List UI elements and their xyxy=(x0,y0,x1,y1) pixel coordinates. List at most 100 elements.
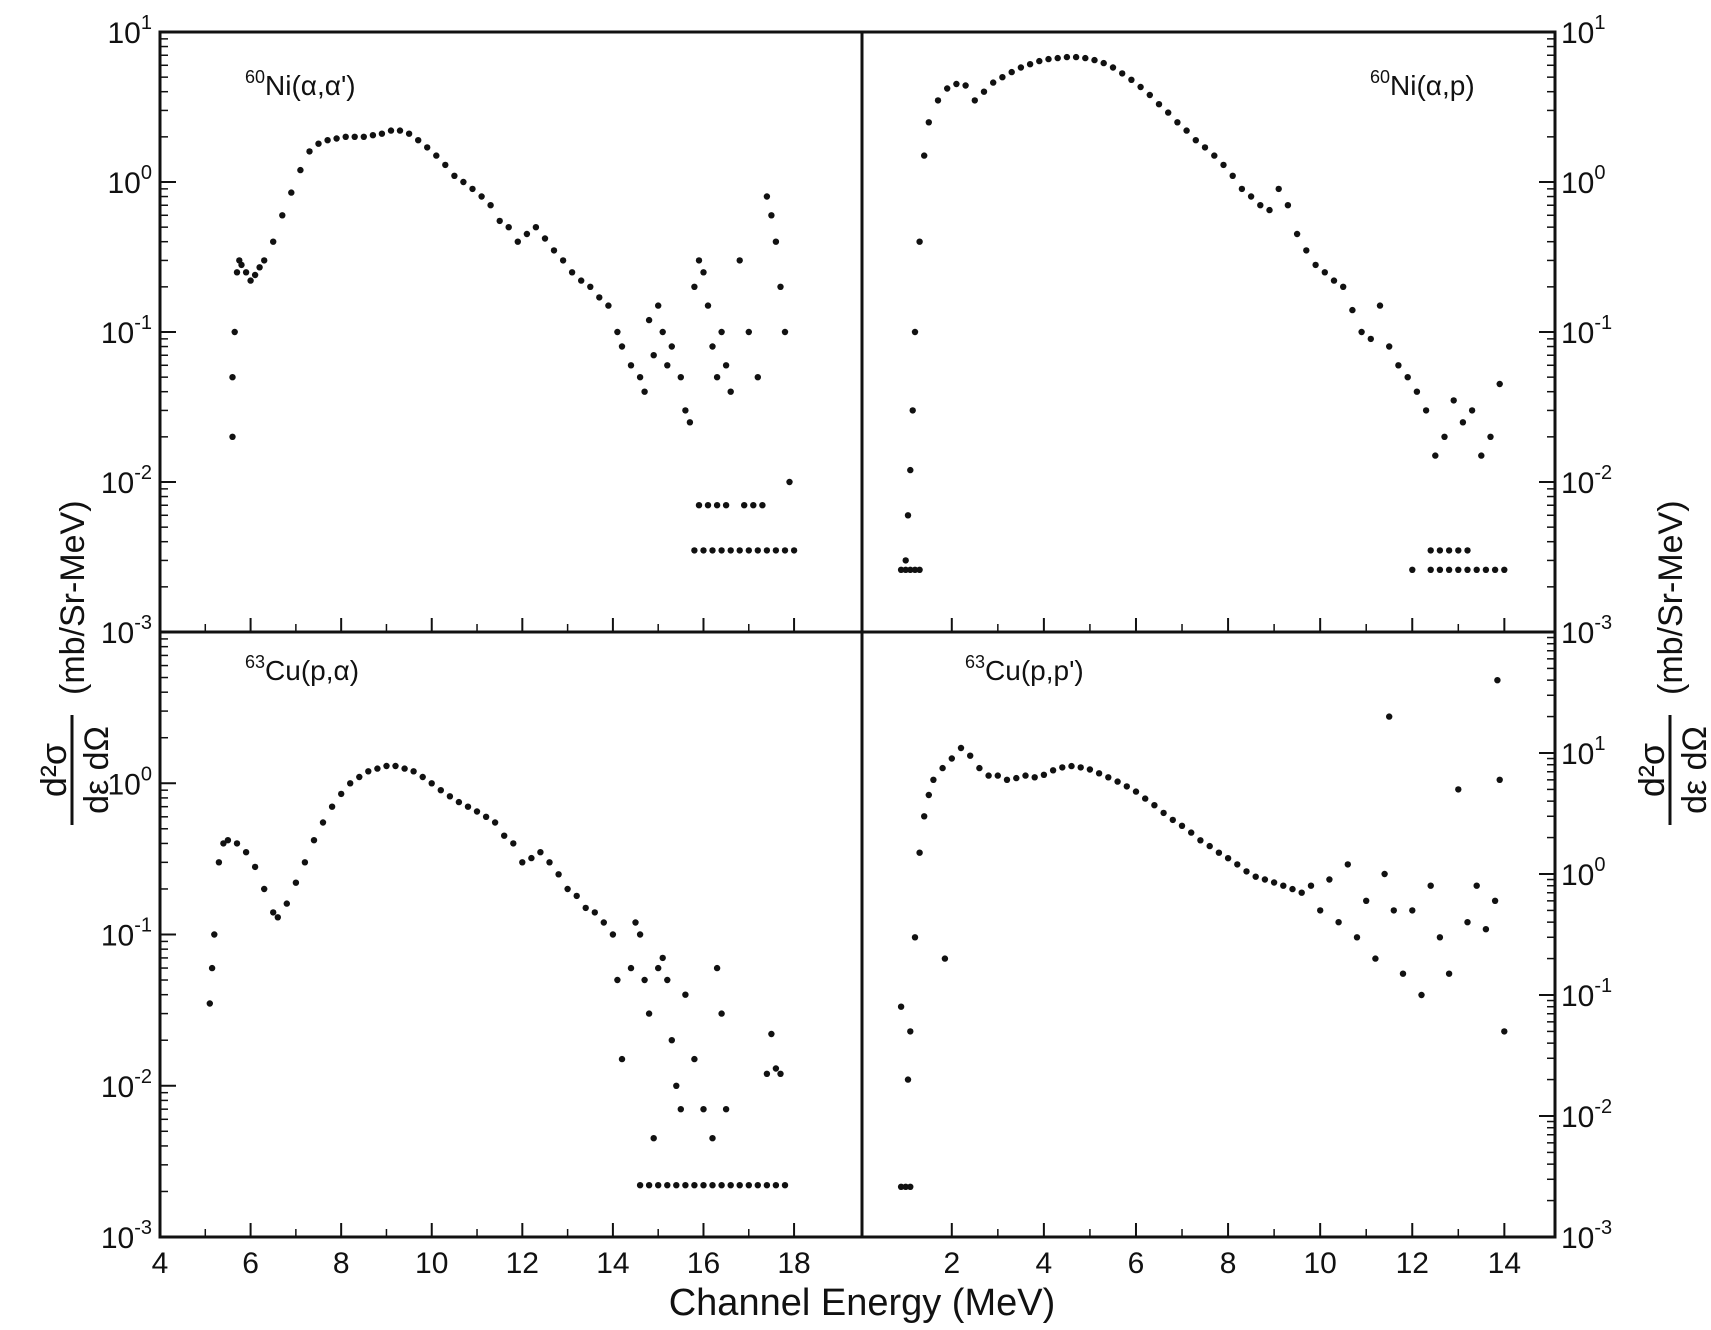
data-point xyxy=(682,407,689,414)
reaction-label-rest: Ni(α,α') xyxy=(265,70,356,101)
data-point xyxy=(1482,926,1490,933)
data-point xyxy=(505,224,512,231)
data-point xyxy=(1003,776,1011,783)
data-point xyxy=(378,130,386,137)
data-point xyxy=(754,1182,761,1189)
x-tick-label: 14 xyxy=(596,1247,629,1280)
data-point xyxy=(781,1182,789,1189)
data-point xyxy=(1441,433,1448,440)
data-point xyxy=(1160,809,1167,817)
data-point xyxy=(763,547,771,554)
data-point xyxy=(957,744,965,752)
y-tick-label-base: 10 xyxy=(1561,167,1594,200)
y-tick-label-base: 10 xyxy=(108,17,141,50)
data-point xyxy=(1464,919,1471,926)
reaction-label: 60Ni(α,α') xyxy=(245,67,356,101)
data-point xyxy=(1146,91,1154,99)
data-point xyxy=(1445,566,1453,573)
reaction-label-mass: 63 xyxy=(965,652,985,672)
data-point xyxy=(1473,882,1480,889)
data-point xyxy=(591,909,598,916)
data-point xyxy=(1496,776,1503,783)
data-point xyxy=(1095,770,1103,777)
data-point xyxy=(224,837,232,844)
data-point xyxy=(897,1003,905,1010)
data-point xyxy=(673,1082,680,1090)
data-point xyxy=(1257,202,1264,209)
data-point xyxy=(1151,802,1158,809)
data-point xyxy=(1478,452,1485,459)
x-tick-label: 6 xyxy=(1128,1247,1145,1280)
x-tick-label: 4 xyxy=(1036,1247,1053,1280)
data-point xyxy=(1399,970,1407,977)
data-point xyxy=(768,1030,775,1038)
data-point xyxy=(270,238,277,245)
data-point xyxy=(460,178,467,186)
data-point xyxy=(925,791,932,799)
y-tick-label-base: 10 xyxy=(1561,1222,1594,1255)
reaction-label: 63Cu(p,α) xyxy=(245,652,359,686)
data-point xyxy=(772,238,780,245)
data-point xyxy=(655,302,662,309)
data-point xyxy=(1197,837,1204,844)
data-point xyxy=(1491,566,1499,573)
data-point xyxy=(1340,283,1347,290)
data-point xyxy=(251,271,259,279)
data-point xyxy=(1243,868,1250,875)
y-tick-label-base: 10 xyxy=(101,1071,134,1104)
data-point xyxy=(704,502,712,509)
data-point xyxy=(718,1010,725,1017)
data-point xyxy=(451,172,458,179)
data-point xyxy=(1201,144,1209,151)
x-tick-label: 14 xyxy=(1488,1247,1521,1280)
data-point xyxy=(1234,861,1241,868)
data-point xyxy=(1036,57,1043,65)
data-point xyxy=(609,931,617,938)
data-point xyxy=(1409,907,1416,914)
data-point xyxy=(1303,247,1310,254)
data-point xyxy=(722,362,730,369)
y-label-right-numerator: d²σ xyxy=(1631,743,1672,797)
data-point xyxy=(288,189,295,196)
data-point xyxy=(261,885,268,893)
data-point xyxy=(763,1182,771,1189)
data-point xyxy=(464,803,472,810)
y-tick-label: 10-1 xyxy=(101,312,152,350)
data-point xyxy=(1031,774,1038,781)
data-point xyxy=(1330,277,1338,284)
data-point xyxy=(1321,269,1329,276)
data-point xyxy=(233,840,241,847)
y-tick-label-exponent: 1 xyxy=(1594,733,1605,755)
data-point xyxy=(907,466,914,474)
data-point xyxy=(695,257,703,264)
data-point xyxy=(410,768,417,775)
y-axis-label-left: d²σ dε dΩ (mb/Sr-MeV) xyxy=(33,500,116,825)
data-point xyxy=(1188,829,1195,836)
x-tick-label: 10 xyxy=(415,1247,448,1280)
data-point xyxy=(718,1182,725,1189)
data-point xyxy=(781,328,789,336)
data-point xyxy=(1404,374,1411,381)
data-point xyxy=(709,1182,716,1189)
y-tick-label-base: 10 xyxy=(1561,1101,1594,1134)
data-point xyxy=(627,964,635,972)
y-tick-label: 10-1 xyxy=(1561,312,1612,350)
data-point xyxy=(1381,870,1388,878)
data-point xyxy=(1494,677,1501,684)
data-point xyxy=(745,328,752,336)
data-point xyxy=(1100,59,1107,67)
data-point xyxy=(709,343,716,350)
data-point xyxy=(1450,397,1457,404)
y-tick-label: 10-2 xyxy=(101,1066,152,1104)
data-point xyxy=(564,885,571,893)
data-point xyxy=(1482,566,1490,573)
panel-frame xyxy=(860,630,1557,1239)
data-point xyxy=(1068,762,1075,770)
data-point xyxy=(1082,54,1089,62)
data-point xyxy=(713,964,721,972)
data-point xyxy=(1192,137,1200,144)
data-point xyxy=(1335,919,1342,926)
